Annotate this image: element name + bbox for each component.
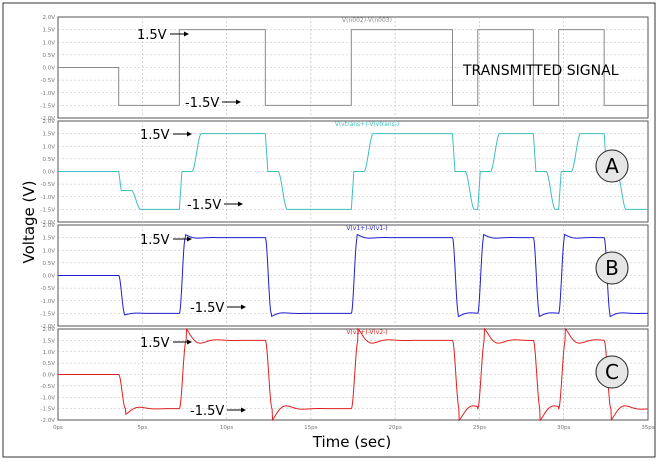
- y-tick-label: -2.0V: [41, 324, 56, 330]
- callout-high-arrowhead: [187, 131, 192, 137]
- callout-high-label: 1.5V: [140, 336, 170, 351]
- plot-area: [57, 120, 649, 223]
- y-tick-label: -2.0V: [41, 418, 56, 424]
- panel-4: 2.0V 1.5V 1.0V 0.5V 0.0V -0.5V -1.0V -1.5V -2.0V…: [41, 327, 655, 431]
- x-axis-label: Time (sec): [312, 433, 391, 451]
- x-tick-label: 25ps: [473, 425, 486, 431]
- panel-label: TRANSMITTED SIGNAL: [462, 63, 619, 79]
- x-tick-label: 5ps: [137, 425, 147, 431]
- y-tick-label: -0.5V: [41, 182, 56, 188]
- callout-high-arrowhead: [187, 236, 192, 242]
- series-title: V(n002)-V(n003): [342, 17, 392, 24]
- waveform-line: [58, 133, 648, 210]
- panel-2: 2.0V 1.5V 1.0V 0.5V 0.0V -0.5V -1.0V -1.5V -2.0V…: [41, 119, 649, 226]
- panel-label: B: [605, 256, 619, 280]
- y-tick-label: 2.0V: [42, 223, 55, 229]
- callout-low-label: -1.5V: [185, 96, 219, 111]
- callout-high-label: 1.5V: [140, 128, 170, 143]
- waveform-line: [58, 327, 649, 422]
- x-tick-label: 20ps: [388, 425, 401, 431]
- callout-low-arrowhead: [238, 201, 243, 207]
- panel-label: C: [605, 360, 619, 384]
- y-tick-label: 1.5V: [42, 338, 55, 344]
- y-tick-label: -2.0V: [41, 220, 56, 226]
- panel-label-circle: [595, 355, 629, 389]
- y-tick-label: 1.0V: [42, 248, 55, 254]
- y-tick-label: 1.5V: [42, 28, 55, 34]
- y-tick-label: 0.0V: [42, 373, 55, 379]
- series-title: V(v2+)-V(v2-): [346, 329, 387, 336]
- callout-low-arrowhead: [241, 304, 246, 310]
- y-tick-label: 2.0V: [42, 15, 55, 21]
- y-axis-label: Voltage (V): [20, 181, 38, 264]
- y-tick-label: 0.5V: [42, 157, 55, 163]
- callout-high-label: 1.5V: [140, 233, 170, 248]
- plot-area: [57, 16, 649, 119]
- x-tick-label: 10ps: [220, 425, 233, 431]
- callout-low-arrowhead: [241, 407, 246, 413]
- panel-1: 2.0V 1.5V 1.0V 0.5V 0.0V -0.5V -1.0V -1.5V -2.0V…: [41, 15, 649, 122]
- callout-low-arrowhead: [236, 99, 241, 105]
- callout-low-label: -1.5V: [187, 198, 221, 213]
- y-tick-label: -0.5V: [41, 384, 56, 390]
- callout-low-label: -1.5V: [190, 404, 224, 419]
- y-tick-label: 0.5V: [42, 261, 55, 267]
- callout-high-arrowhead: [184, 31, 189, 37]
- y-tick-label: 2.0V: [42, 119, 55, 125]
- y-tick-label: -2.0V: [41, 116, 56, 122]
- series-title: V(v1+)-V(v1-): [346, 225, 387, 232]
- y-tick-label: 1.5V: [42, 236, 55, 242]
- y-tick-label: 1.5V: [42, 132, 55, 138]
- y-tick-label: -1.5V: [41, 207, 56, 213]
- y-tick-label: -0.5V: [41, 286, 56, 292]
- panel-label-circle: [595, 251, 629, 285]
- y-tick-label: -1.0V: [41, 299, 56, 305]
- callout-high-label: 1.5V: [137, 28, 167, 43]
- y-tick-label: -1.0V: [41, 395, 56, 401]
- y-tick-label: 1.0V: [42, 40, 55, 46]
- panels-group: 2.0V 1.5V 1.0V 0.5V 0.0V -0.5V -1.0V -1.5V -2.0V…: [41, 15, 655, 431]
- x-tick-label: 35ps: [641, 425, 654, 431]
- y-tick-label: -1.0V: [41, 195, 56, 201]
- y-tick-label: -0.5V: [41, 78, 56, 84]
- series-title: V(vtrans+)-V(vtrans-): [335, 121, 400, 128]
- y-tick-label: 1.0V: [42, 350, 55, 356]
- y-tick-label: 2.0V: [42, 327, 55, 333]
- y-tick-label: 0.0V: [42, 170, 55, 176]
- x-tick-label: 0ps: [53, 425, 63, 431]
- y-tick-label: -1.5V: [41, 311, 56, 317]
- panel-label: A: [605, 154, 619, 178]
- waveform-line: [58, 233, 649, 318]
- plot-area: [57, 328, 649, 421]
- y-tick-label: -1.5V: [41, 407, 56, 413]
- panel-label-circle: [595, 149, 629, 183]
- y-tick-label: 0.5V: [42, 361, 55, 367]
- x-tick-label: 15ps: [304, 425, 317, 431]
- callout-low-label: -1.5V: [190, 301, 224, 316]
- y-tick-label: 0.0V: [42, 274, 55, 280]
- y-tick-label: 1.0V: [42, 144, 55, 150]
- y-tick-label: 0.0V: [42, 66, 55, 72]
- y-tick-label: 0.5V: [42, 53, 55, 59]
- y-tick-label: -1.5V: [41, 103, 56, 109]
- y-tick-label: -1.0V: [41, 91, 56, 97]
- panel-3: 2.0V 1.5V 1.0V 0.5V 0.0V -0.5V -1.0V -1.5V -2.0V…: [41, 223, 649, 330]
- waveform-line: [58, 29, 648, 106]
- x-tick-label: 30ps: [557, 425, 570, 431]
- plot-area: [57, 224, 649, 327]
- callout-high-arrowhead: [187, 339, 192, 345]
